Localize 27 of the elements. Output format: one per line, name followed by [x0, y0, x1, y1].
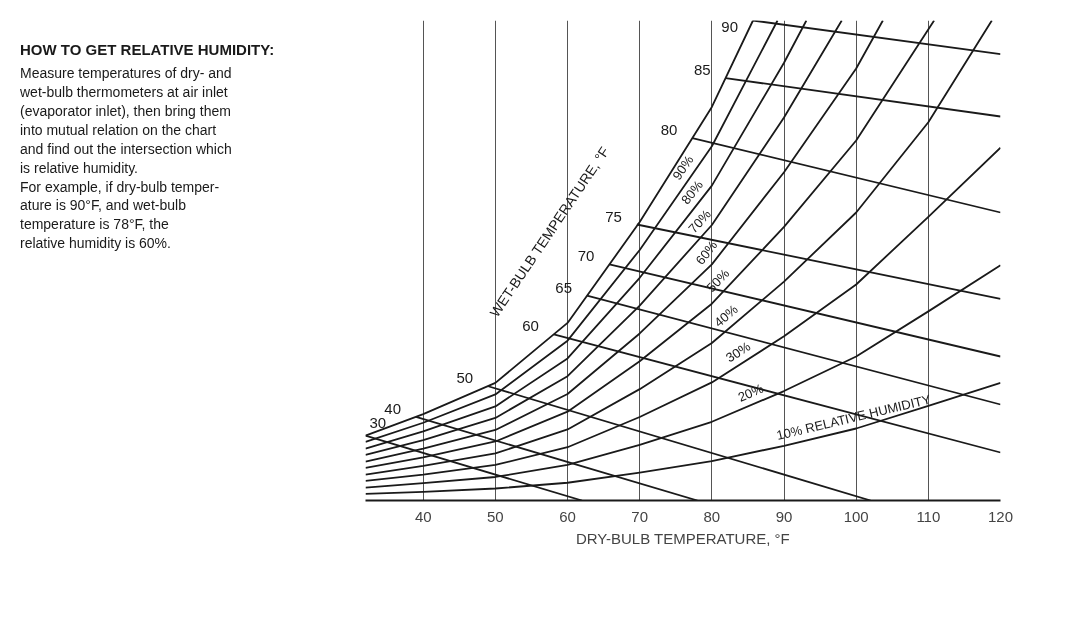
x-tick-label: 100	[843, 507, 869, 525]
text: Measure temperatures of dry- and wet-bulb thermometers at air inlet (evaporator inlet), then bring them into mutual relation on the chart and find out the intersection which is relative humidity.	[20, 64, 233, 178]
text: 50%	[703, 265, 733, 296]
text: HOW TO GET RELATIVE HUMIDITY:	[20, 40, 275, 60]
series-label: 90	[721, 17, 738, 35]
x-tick-label: 110	[916, 507, 941, 525]
series-label: 70	[577, 247, 595, 265]
x-tick-label: 60	[559, 507, 576, 525]
x-tick-label: 90	[775, 507, 793, 525]
text: 70%	[685, 206, 715, 237]
series-label: 75	[605, 207, 622, 225]
x-tick-label: 70	[631, 507, 649, 525]
series-label: 85	[693, 61, 711, 79]
text: 40%	[711, 301, 742, 331]
text: 30%	[723, 338, 754, 366]
series-label: 80	[660, 121, 678, 139]
x-tick-label: 40	[414, 507, 432, 525]
text: For example, if dry-bulb temper- ature is 90°F, and wet-bulb temperature is 78°F, the relative humidity is 60%.	[20, 177, 221, 254]
x-tick-label: 120	[987, 507, 1014, 525]
series-label: 60	[522, 317, 539, 335]
x-tick-label: 80	[703, 507, 721, 525]
series-label: 30	[369, 413, 387, 431]
text: 60%	[692, 237, 721, 268]
series-label: 40	[384, 399, 402, 417]
x-axis-title: DRY-BULB TEMPERATURE, °F	[575, 529, 790, 547]
x-tick-label: 50	[487, 507, 504, 525]
series-label: 50	[456, 369, 474, 387]
